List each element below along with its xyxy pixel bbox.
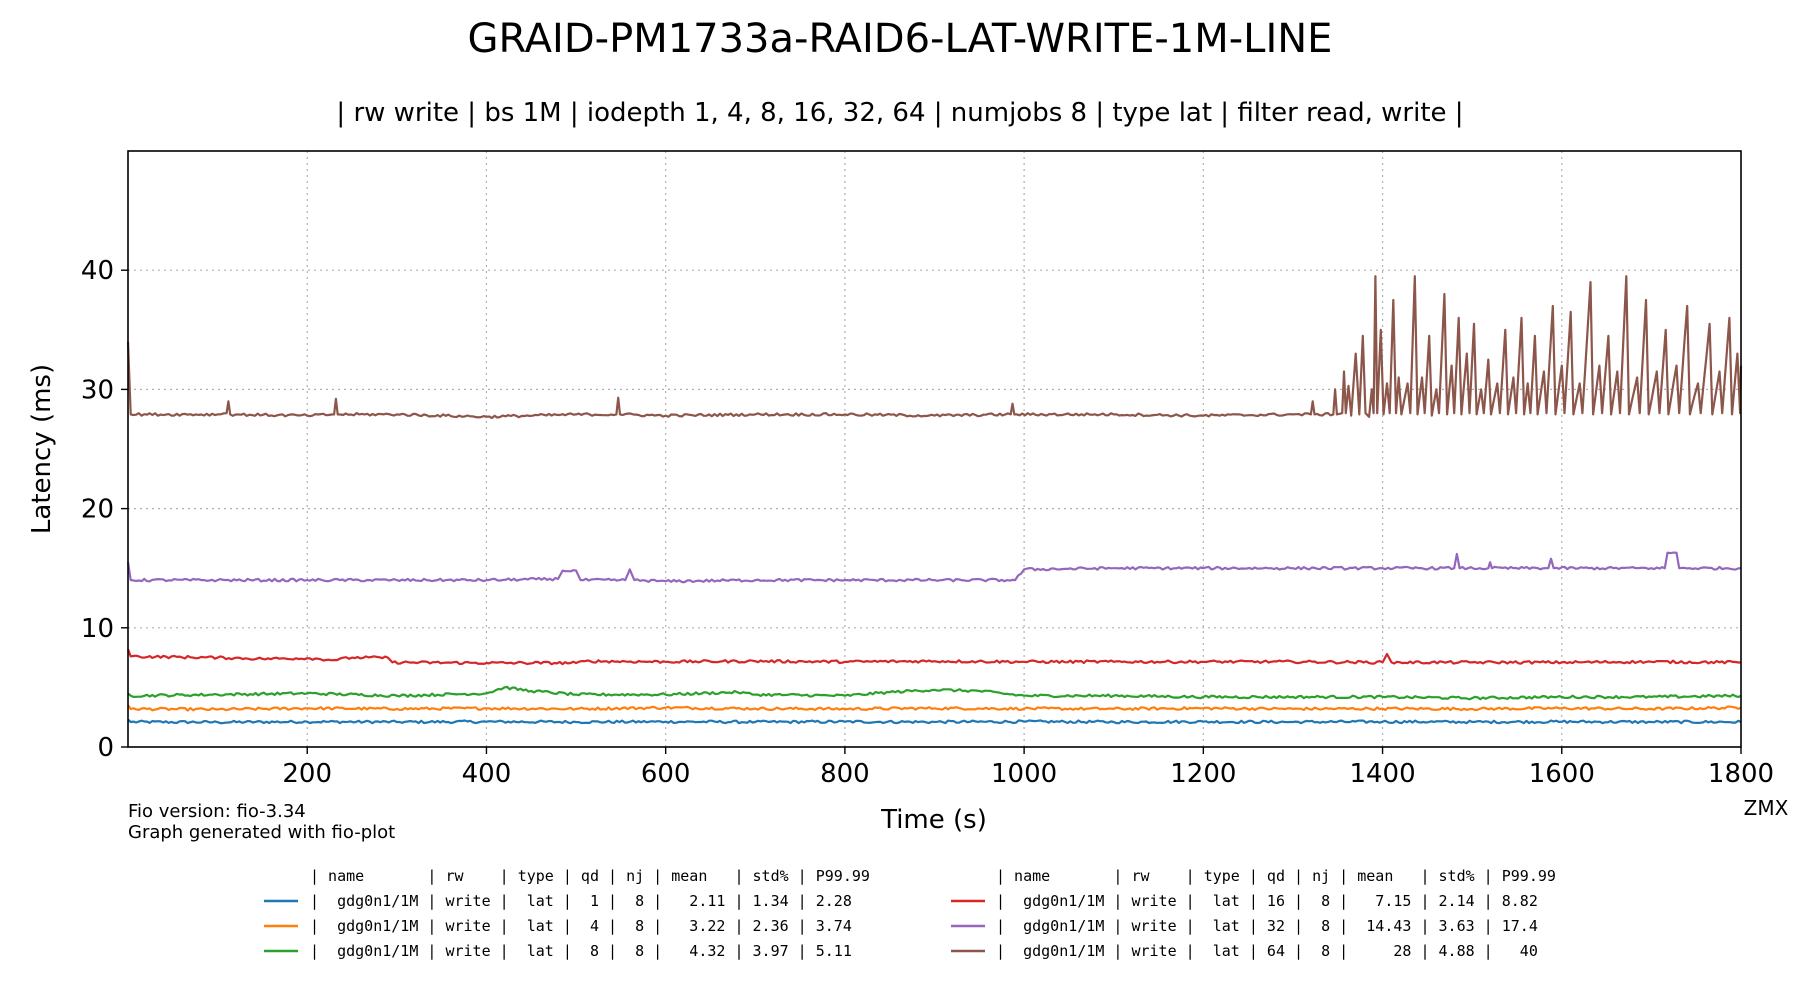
grid-lines [128,151,1741,747]
x-tick-label: 1600 [1529,759,1595,789]
corner-label: ZMX [1744,796,1789,820]
series-line-4 [126,648,1742,666]
x-tick-label: 800 [820,759,870,789]
legend-entry: | gdg0n1/1M | write | lat | 64 | 8 | 28 … [996,942,1538,960]
x-tick-label: 1400 [1349,759,1415,789]
legend-entry: | gdg0n1/1M | write | lat | 8 | 8 | 4.32… [310,942,852,960]
y-tick-label: 30 [81,375,114,405]
x-tick-label: 1800 [1708,759,1774,789]
series-line-6 [126,275,1743,420]
x-tick-label: 400 [462,759,512,789]
y-axis-label: Latency (ms) [27,364,57,534]
x-axis-label: Time (s) [880,805,987,835]
legend-entry: | gdg0n1/1M | write | lat | 4 | 8 | 3.22… [310,917,852,935]
footnote-fio-version: Fio version: fio-3.34 [128,801,306,822]
series-lines [126,275,1743,725]
legend-entry: | gdg0n1/1M | write | lat | 1 | 8 | 2.11… [310,892,852,910]
legend-entry: | gdg0n1/1M | write | lat | 32 | 8 | 14.… [996,917,1538,935]
series-line-3 [127,685,1742,701]
series-line-1 [127,718,1742,725]
y-tick-label: 20 [81,495,114,525]
x-tick-label: 1000 [991,759,1057,789]
x-tick-label: 600 [641,759,691,789]
legend-header-right: | name | rw | type | qd | nj | mean | st… [996,867,1556,885]
legend-header-left: | name | rw | type | qd | nj | mean | st… [310,867,870,885]
x-tick-label: 200 [282,759,332,789]
footnote-generator: Graph generated with fio-plot [128,822,395,843]
x-tick-label: 1200 [1170,759,1236,789]
plot-frame [127,150,1742,748]
y-tick-label: 0 [97,733,114,763]
y-axis-ticks: 0 10 20 30 40 [81,256,128,763]
chart-title: GRAID-PM1733a-RAID6-LAT-WRITE-1M-LINE [468,16,1333,62]
chart-subtitle: | rw write | bs 1M | iodepth 1, 4, 8, 16… [336,98,1463,128]
series-line-5 [126,551,1742,584]
x-axis-ticks: 200 400 600 800 1000 1200 1400 1600 1800 [282,747,1774,789]
legend: | name | rw | type | qd | nj | mean | st… [264,867,1556,960]
series-line-2 [127,704,1742,712]
legend-entry: | gdg0n1/1M | write | lat | 16 | 8 | 7.1… [996,892,1538,910]
y-tick-label: 10 [81,614,114,644]
y-tick-label: 40 [81,256,114,286]
